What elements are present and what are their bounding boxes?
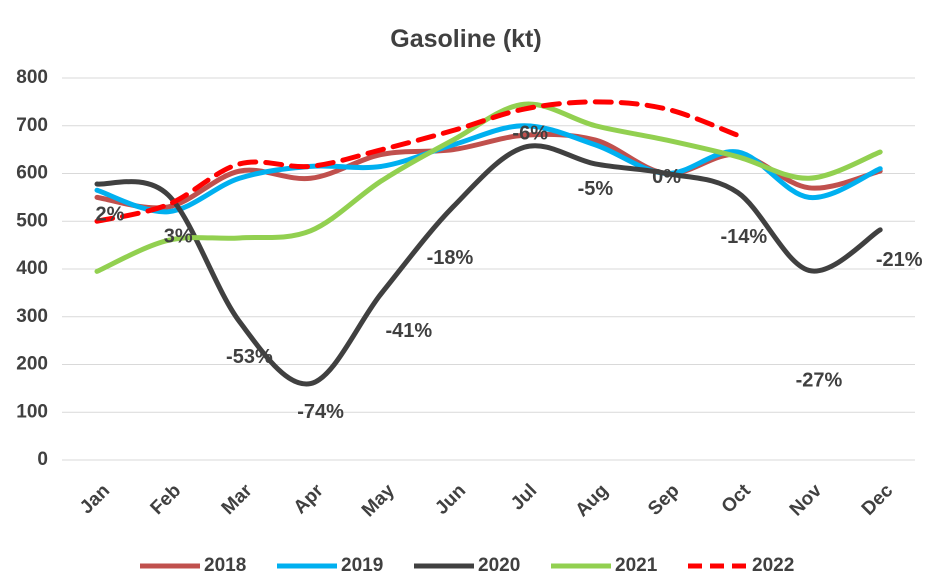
x-tick-label: Sep <box>644 480 683 519</box>
legend-label: 2019 <box>341 555 383 576</box>
data-label: 3% <box>164 225 193 247</box>
y-tick-label: 0 <box>37 449 48 470</box>
legend-label: 2020 <box>478 555 520 576</box>
data-label: 0% <box>652 166 681 188</box>
x-tick-label: Jul <box>507 480 541 514</box>
series-line <box>94 123 883 215</box>
y-tick-label: 400 <box>16 258 48 279</box>
series-line <box>94 143 883 387</box>
x-tick-label: Feb <box>147 480 186 519</box>
x-tick-label: Nov <box>786 480 827 521</box>
x-tick-label: Oct <box>718 480 756 518</box>
x-tick-label: Dec <box>858 480 898 520</box>
data-label: -74% <box>297 401 344 423</box>
data-label: -41% <box>385 320 432 342</box>
y-tick-label: 200 <box>16 354 48 375</box>
data-label: -27% <box>796 370 843 392</box>
y-tick-label: 600 <box>16 163 48 184</box>
y-tick-label: 800 <box>16 67 48 88</box>
series-line <box>94 99 741 224</box>
x-tick-label: Apr <box>290 480 328 518</box>
data-label: -14% <box>720 226 767 248</box>
x-tick-label: May <box>358 480 399 521</box>
data-label: -5% <box>578 178 614 200</box>
data-label: -53% <box>226 346 273 368</box>
y-tick-label: 300 <box>16 306 48 327</box>
x-tick-label: Jan <box>76 480 114 518</box>
x-tick-label: Mar <box>218 480 257 519</box>
x-tick-label: Jun <box>431 480 470 519</box>
legend-label: 2022 <box>752 555 794 576</box>
y-tick-label: 500 <box>16 210 48 231</box>
data-label: -18% <box>427 247 474 269</box>
legend-label: 2018 <box>204 555 246 576</box>
chart-title: Gasoline (kt) <box>390 25 541 53</box>
data-label: -21% <box>876 249 923 271</box>
data-label: 2% <box>96 203 125 225</box>
data-label: -6% <box>512 123 548 145</box>
legend-label: 2021 <box>615 555 658 576</box>
y-tick-label: 700 <box>16 115 48 136</box>
x-tick-label: Aug <box>572 480 613 521</box>
y-tick-label: 100 <box>16 401 48 422</box>
